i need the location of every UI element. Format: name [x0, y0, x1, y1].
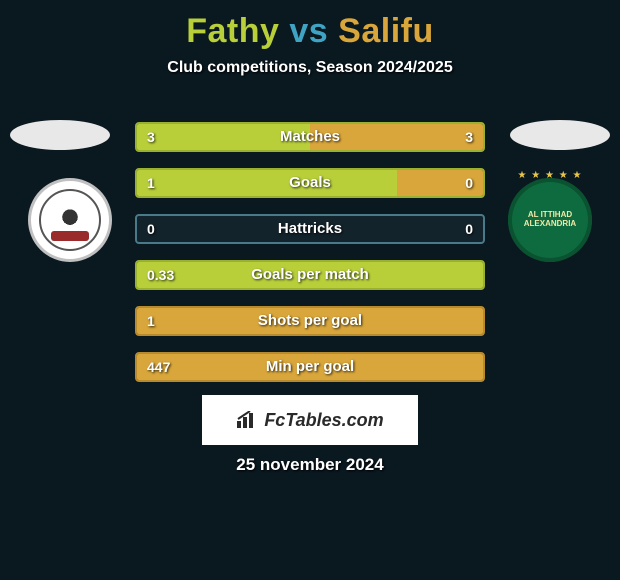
stat-row: Matches3 3 [135, 122, 485, 152]
stat-label: Hattricks [137, 216, 483, 242]
stat-row: Min per goal447 [135, 352, 485, 382]
stat-value-player1: 0 [137, 216, 165, 242]
stat-value-player1: 1 [137, 170, 165, 196]
player1-portrait-placeholder [10, 120, 110, 150]
badge-stars-icon: ★ ★ ★ ★ ★ [508, 170, 592, 181]
stat-label: Goals per match [137, 262, 483, 288]
stat-label: Min per goal [137, 354, 483, 380]
logo-text: FcTables.com [264, 410, 383, 431]
bar-chart-icon [236, 411, 258, 429]
player2-portrait-placeholder [510, 120, 610, 150]
stats-container: Matches33Goals10Hattricks00Goals per mat… [135, 122, 485, 398]
stat-value-player1: 3 [137, 124, 165, 150]
subtitle: Club competitions, Season 2024/2025 [0, 59, 620, 77]
stat-row: Goals per match0.33 [135, 260, 485, 290]
title-player1: Fathy [186, 12, 279, 50]
stat-value-player2: 3 [455, 124, 483, 150]
stat-value-player1: 1 [137, 308, 165, 334]
badge-text: AL ITTIHADALEXANDRIA [524, 211, 576, 229]
title-player2: Salifu [338, 12, 434, 50]
stat-row: Hattricks0 0 [135, 214, 485, 244]
stat-row: Goals1 0 [135, 168, 485, 198]
date-label: 25 november 2024 [0, 455, 620, 475]
stat-value-player2: 0 [455, 170, 483, 196]
stat-label: Shots per goal [137, 308, 483, 334]
player2-club-badge: ★ ★ ★ ★ ★ AL ITTIHADALEXANDRIA [508, 178, 592, 262]
stat-row: Shots per goal1 [135, 306, 485, 336]
page-title: Fathy vs Salifu [0, 0, 620, 51]
stat-label: Goals [137, 170, 483, 196]
stat-value-player2: 0 [455, 216, 483, 242]
stat-value-player1: 447 [137, 354, 180, 380]
stat-value-player1: 0.33 [137, 262, 184, 288]
title-vs: vs [289, 12, 328, 50]
fctables-logo: FcTables.com [202, 395, 418, 445]
stat-label: Matches [137, 124, 483, 150]
player1-club-badge [28, 178, 112, 262]
